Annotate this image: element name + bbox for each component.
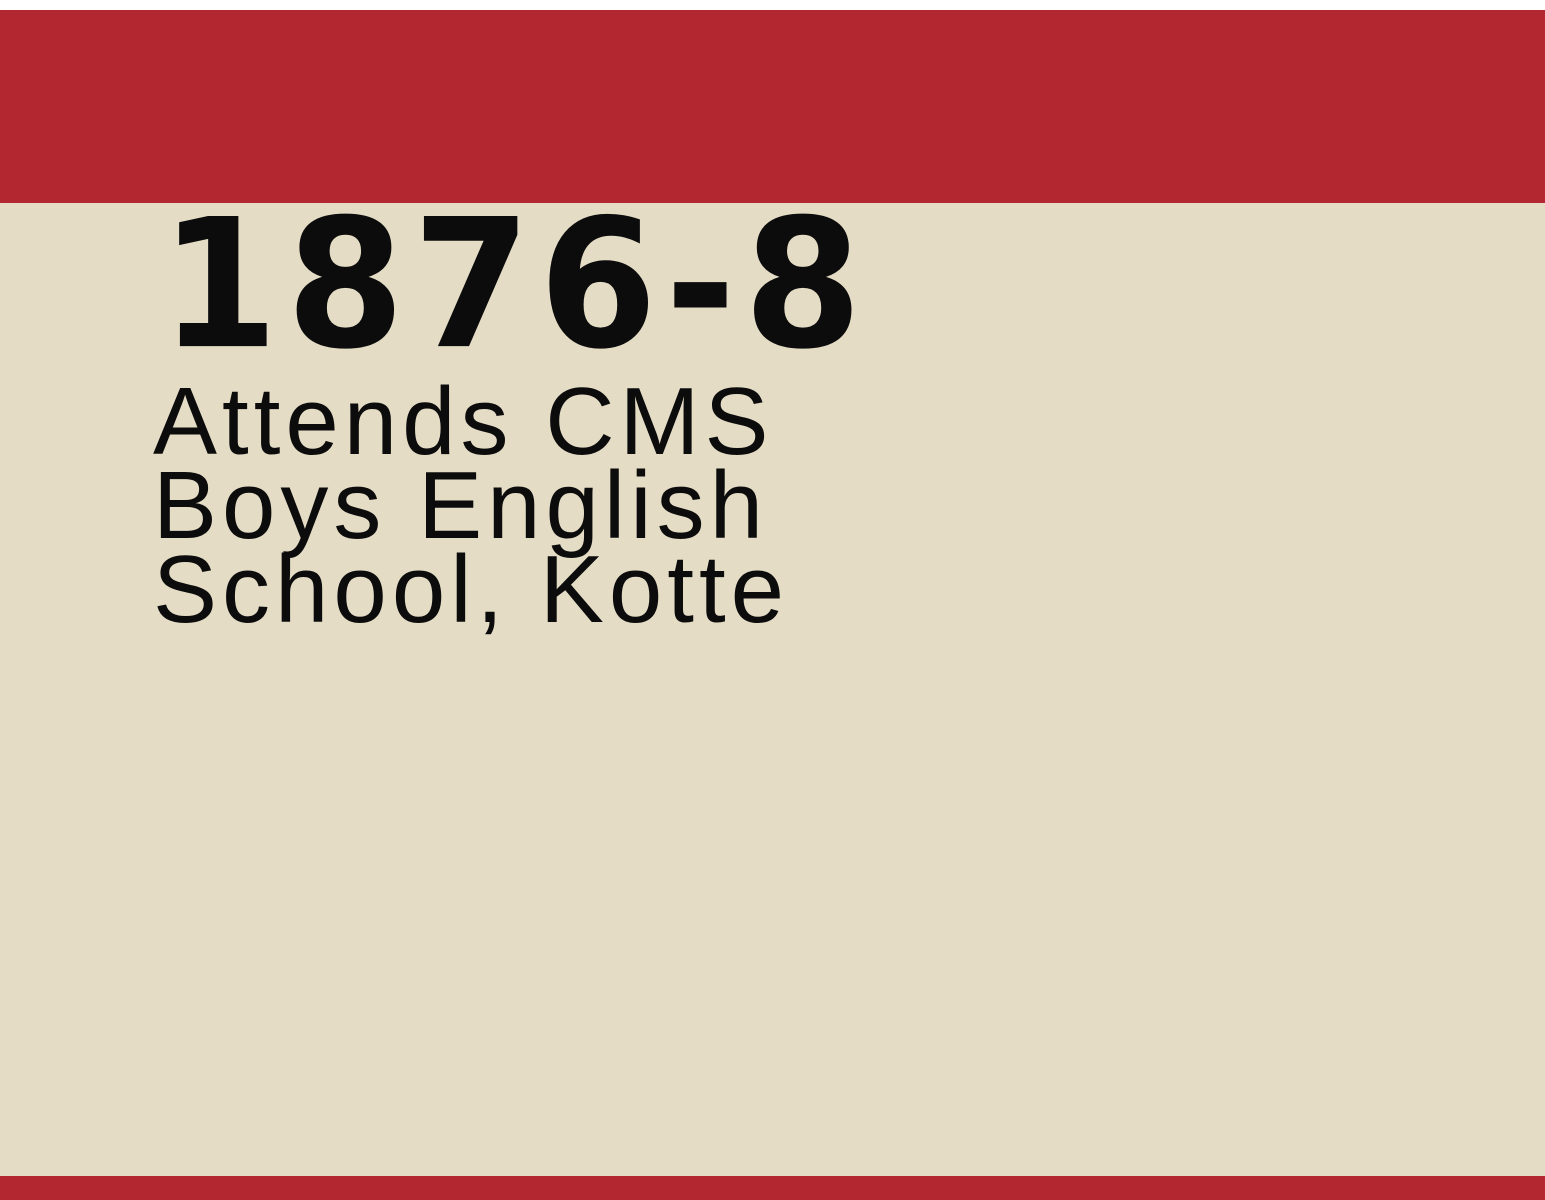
- description-line-3: School, Kotte: [153, 536, 790, 643]
- content-panel: [0, 203, 1545, 1176]
- description-line-1: Attends CMS: [153, 368, 774, 475]
- top-color-band: [0, 10, 1545, 203]
- bottom-color-band: [0, 1176, 1545, 1200]
- event-description: Attends CMS Boys English School, Kotte: [153, 368, 1403, 643]
- year-heading: 1876-8: [160, 181, 870, 390]
- description-line-2: Boys English: [153, 452, 768, 559]
